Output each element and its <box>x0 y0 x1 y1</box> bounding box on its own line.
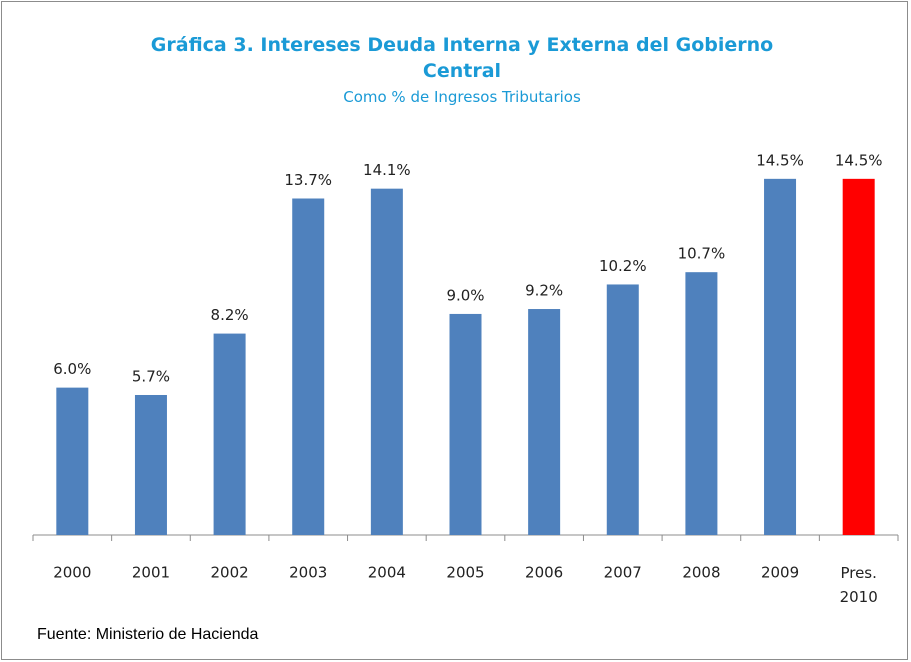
value-label: 5.7% <box>132 367 170 385</box>
value-label: 10.7% <box>678 245 726 263</box>
bar <box>56 387 89 535</box>
x-tick-label: Pres. 2010 <box>840 564 878 606</box>
bar <box>449 313 482 535</box>
bar <box>292 198 325 535</box>
chart-title: Gráfica 3. Intereses Deuda Interna y Ext… <box>150 34 774 82</box>
value-label: 10.2% <box>599 257 647 275</box>
source-note: Fuente: Ministerio de Hacienda <box>37 626 259 643</box>
bar <box>370 188 403 535</box>
value-label: 9.2% <box>525 282 563 300</box>
x-tick-label: 2004 <box>368 564 406 582</box>
x-tick-label: 2006 <box>525 564 563 582</box>
x-tick-label: 2007 <box>604 564 642 582</box>
value-label: 14.1% <box>363 161 411 179</box>
x-tick-label: 2002 <box>210 564 248 582</box>
bar <box>213 333 246 535</box>
bar <box>764 178 797 535</box>
x-tick-label: 2001 <box>132 564 170 582</box>
bar <box>842 178 875 535</box>
x-tick-label: 2009 <box>761 564 799 582</box>
value-label: 6.0% <box>53 360 91 378</box>
x-tick-label: 2000 <box>53 564 91 582</box>
value-label: 14.5% <box>756 151 804 169</box>
bar <box>528 309 561 535</box>
value-label: 13.7% <box>284 171 332 189</box>
x-tick-label: 2005 <box>446 564 484 582</box>
value-label: 9.0% <box>446 286 484 304</box>
x-tick-label: 2008 <box>682 564 720 582</box>
bar <box>606 284 639 535</box>
value-label: 8.2% <box>211 306 249 324</box>
bar <box>134 394 167 535</box>
bar <box>685 272 718 535</box>
x-tick-label: 2003 <box>289 564 327 582</box>
chart-subtitle: Como % de Ingresos Tributarios <box>343 88 581 106</box>
value-label: 14.5% <box>835 151 883 169</box>
